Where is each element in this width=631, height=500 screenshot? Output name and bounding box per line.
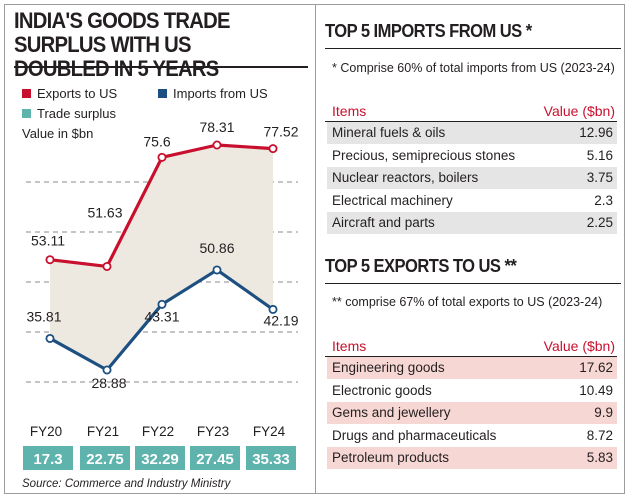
exports-row-value: 5.83 [586, 450, 613, 466]
x-tick-label: FY23 [197, 424, 229, 439]
exports-point [157, 152, 167, 162]
surplus-box [190, 446, 240, 470]
exports-row-item: Gems and jewellery [332, 405, 451, 421]
exports-data-label: 77.52 [263, 124, 298, 140]
exports-row-value: 8.72 [586, 427, 613, 443]
imports-row-item: Precious, semiprecious stones [332, 147, 516, 163]
imports-row-value: 2.3 [594, 192, 613, 208]
imports-point [268, 304, 278, 314]
exports-row: Gems and jewellery 9.9 [327, 402, 617, 425]
imports-title-rule [325, 48, 621, 49]
exports-header-rule [325, 356, 617, 357]
imports-header-value: Value ($bn) [543, 103, 615, 119]
legend-imports-label: Imports from US [173, 86, 268, 101]
exports-row-item: Drugs and pharmaceuticals [332, 427, 497, 443]
surplus-box [80, 446, 130, 470]
exports-row: Engineering goods 17.62 [327, 357, 617, 379]
legend-exports-label: Exports to US [37, 86, 118, 101]
imports-row-value: 12.96 [579, 125, 613, 140]
imports-data-label: 42.19 [263, 312, 298, 328]
imports-data-label: 28.88 [91, 375, 126, 391]
exports-point [102, 261, 112, 271]
title-rule [14, 66, 308, 68]
chart-title: INDIA'S GOODS TRADE SURPLUS WITH US DOUB… [14, 8, 230, 81]
exports-title-rule [325, 283, 621, 284]
imports-row-item: Aircraft and parts [332, 215, 435, 231]
imports-row: Nuclear reactors, boilers 3.75 [327, 167, 617, 190]
imports-row: Precious, semiprecious stones 5.16 [327, 145, 617, 167]
exports-row: Petroleum products 5.83 [327, 447, 617, 470]
imports-point [157, 299, 167, 309]
exports-table-header: Items Value ($bn) [332, 336, 615, 356]
imports-row-value: 3.75 [586, 170, 613, 186]
imports-title: TOP 5 IMPORTS FROM US * [325, 21, 532, 41]
surplus-value: 32.29 [141, 451, 179, 468]
legend-exports-swatch [22, 89, 31, 98]
unit-note: Value in $bn [22, 126, 94, 141]
exports-point [45, 255, 55, 265]
exports-title: TOP 5 EXPORTS TO US ** [325, 256, 517, 276]
legend-surplus-label: Trade surplus [37, 106, 116, 121]
surplus-value: 22.75 [86, 451, 124, 468]
imports-header-item: Items [332, 103, 367, 119]
imports-data-label: 43.31 [144, 308, 179, 324]
exports-row: Drugs and pharmaceuticals 8.72 [327, 425, 617, 447]
exports-data-label: 78.31 [199, 119, 234, 135]
exports-point [268, 144, 278, 154]
exports-header-item: Items [332, 338, 367, 354]
surplus-value: 35.33 [252, 451, 290, 468]
imports-point [212, 265, 222, 275]
x-tick-label: FY24 [253, 424, 286, 439]
surplus-value: 17.3 [33, 451, 62, 468]
imports-data-label: 35.81 [26, 308, 61, 324]
x-tick-label: FY22 [142, 424, 174, 439]
surplus-value: 27.45 [196, 451, 234, 468]
exports-row-item: Engineering goods [332, 360, 445, 375]
exports-row-value: 9.9 [594, 405, 613, 421]
exports-row-item: Petroleum products [332, 450, 450, 466]
imports-row: Mineral fuels & oils 12.96 [327, 122, 617, 144]
exports-row-value: 17.62 [579, 360, 613, 375]
imports-row-value: 5.16 [586, 147, 613, 163]
x-tick-label: FY20 [30, 424, 62, 439]
imports-row-value: 2.25 [586, 215, 613, 231]
exports-note: ** comprise 67% of total exports to US (… [332, 295, 603, 309]
surplus-area [50, 145, 273, 370]
exports-data-label: 75.6 [143, 133, 170, 149]
infographic-frame [4, 4, 625, 494]
x-tick-label: FY21 [87, 424, 119, 439]
imports-note: * Comprise 60% of total imports from US … [332, 61, 615, 75]
legend-surplus-swatch [22, 109, 31, 118]
exports-row: Electronic goods 10.49 [327, 380, 617, 402]
panel-divider [315, 4, 316, 494]
imports-table-header: Items Value ($bn) [332, 101, 615, 121]
legend-imports-swatch [158, 89, 167, 98]
legend-imports: Imports from US [158, 86, 268, 101]
surplus-box [23, 446, 73, 470]
legend-exports: Exports to US [22, 86, 117, 101]
imports-point [102, 365, 112, 375]
exports-point [212, 140, 222, 150]
imports-row: Aircraft and parts 2.25 [327, 212, 617, 235]
legend-surplus: Trade surplus [22, 106, 116, 121]
exports-row-item: Electronic goods [332, 382, 432, 398]
imports-point [45, 333, 55, 343]
imports-header-rule [325, 121, 617, 122]
imports-data-label: 50.86 [199, 240, 234, 256]
exports-header-value: Value ($bn) [543, 338, 615, 354]
exports-data-label: 53.11 [31, 233, 65, 249]
exports-data-label: 51.63 [87, 204, 122, 220]
imports-row-item: Electrical machinery [332, 192, 453, 208]
exports-row-value: 10.49 [579, 382, 613, 398]
imports-row-item: Nuclear reactors, boilers [332, 170, 479, 186]
imports-row: Electrical machinery 2.3 [327, 190, 617, 212]
source-note: Source: Commerce and Industry Ministry [22, 478, 231, 490]
surplus-box [246, 446, 296, 470]
imports-row-item: Mineral fuels & oils [332, 125, 446, 140]
surplus-box [135, 446, 185, 470]
